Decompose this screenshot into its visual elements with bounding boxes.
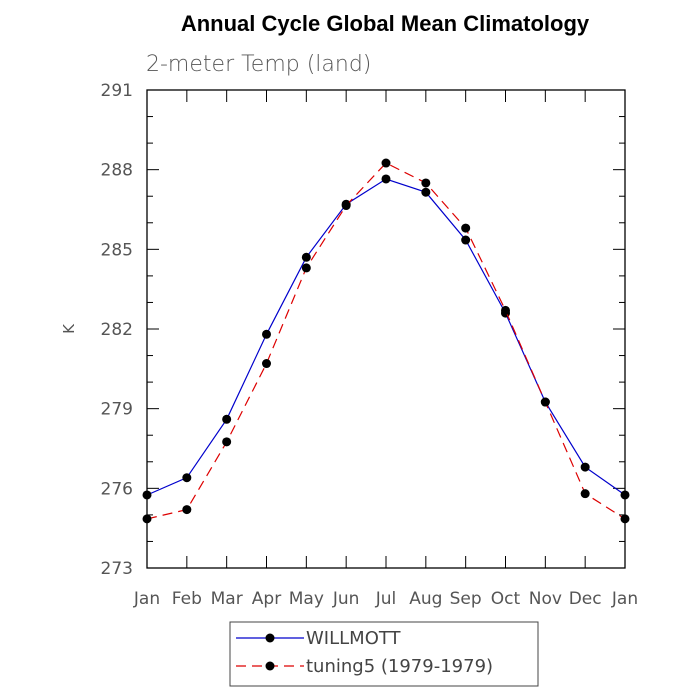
legend-box: [229, 621, 539, 687]
data-point-1-3: [262, 359, 271, 369]
data-point-1-8: [461, 223, 471, 233]
data-point-0-6: [381, 174, 391, 184]
y-tick-label: 279: [101, 400, 133, 420]
data-point-1-10: [540, 397, 550, 407]
x-tick-label: Dec: [569, 589, 602, 609]
chart-title: Annual Cycle Global Mean Climatology: [181, 11, 590, 36]
legend-marker-willmott: [265, 633, 275, 643]
x-tick-label: Jun: [332, 589, 360, 609]
x-tick-label: Feb: [172, 589, 202, 609]
series-line-0: [146, 178, 626, 496]
y-axis-label: K: [60, 323, 78, 334]
legend: WILLMOTT tuning5 (1979-1979): [229, 621, 539, 687]
data-point-0-7: [421, 187, 431, 197]
x-tick-label: Jan: [133, 589, 160, 609]
x-tick-label: Mar: [211, 589, 243, 609]
x-tick-label: Jan: [611, 589, 638, 609]
data-point-1-5: [341, 201, 351, 211]
chart-subtitle: 2-meter Temp (land): [146, 52, 371, 77]
y-tick-label: 288: [101, 161, 133, 181]
x-tick-label: Sep: [450, 589, 482, 609]
y-tick-label: 291: [101, 81, 133, 101]
data-point-1-7: [421, 178, 431, 188]
data-point-1-2: [222, 437, 232, 447]
data-point-0-1: [182, 473, 192, 483]
x-tick-label: Nov: [529, 589, 562, 609]
data-point-0-8: [461, 235, 471, 245]
data-point-1-12: [620, 514, 630, 524]
series-line-1: [146, 162, 626, 520]
data-point-1-4: [301, 263, 311, 273]
data-point-0-2: [222, 414, 232, 424]
y-tick-label: 276: [101, 479, 133, 499]
y-tick-label: 282: [101, 320, 133, 340]
x-tick-label: Apr: [252, 589, 281, 609]
legend-label-tuning5: tuning5 (1979-1979): [306, 656, 493, 677]
data-point-1-6: [381, 158, 391, 168]
x-tick-label: Jul: [375, 589, 397, 609]
axes: 273 276 279 282 285 288 291 Jan Feb Mar Apr May Jun J…: [101, 81, 639, 609]
data-point-0-0: [142, 490, 152, 500]
data-point-1-0: [142, 514, 152, 524]
legend-label-willmott: WILLMOTT: [306, 628, 402, 649]
y-tick-label: 285: [101, 240, 133, 260]
x-tick-label: Aug: [409, 589, 442, 609]
data-point-1-9: [501, 305, 510, 315]
data-point-0-12: [620, 490, 630, 500]
y-tick-label: 273: [101, 559, 133, 579]
x-tick-label: Oct: [491, 589, 521, 609]
data-point-1-1: [182, 505, 192, 515]
data-point-0-11: [580, 462, 590, 472]
series-layer: [142, 158, 630, 524]
legend-marker-tuning5: [265, 661, 275, 671]
data-point-1-11: [580, 489, 590, 499]
x-tick-label: May: [289, 589, 324, 609]
data-point-0-3: [262, 329, 271, 339]
data-point-0-4: [301, 252, 311, 262]
